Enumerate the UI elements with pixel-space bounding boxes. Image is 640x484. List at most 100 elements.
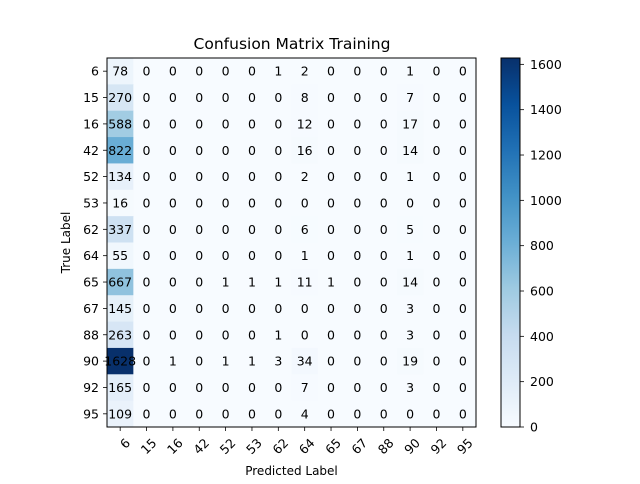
cell-value-label: 0 [222,143,230,158]
cell-value-label: 0 [353,380,361,395]
cell-value-label: 0 [248,327,256,342]
heatmap-cell [291,400,319,428]
heatmap-cell [370,268,398,296]
cell-value-label: 1 [222,275,230,290]
heatmap-cell [370,137,398,164]
heatmap-cell [238,137,266,164]
cell-value-label: 2 [301,169,309,184]
cell-value-label: 0 [353,116,361,131]
heatmap-cell [344,295,372,323]
cell-value-label: 0 [222,222,230,237]
cell-value-label: 0 [406,195,414,210]
cell-value-label: 0 [327,90,335,105]
cell-value-label: 0 [222,248,230,263]
heatmap-cell [344,374,372,402]
cell-value-label: 0 [169,116,177,131]
heatmap-cell [396,321,424,349]
cell-value-label: 0 [222,327,230,342]
heatmap-cell [265,216,292,243]
heatmap-cell [396,347,424,375]
heatmap-cell [423,295,451,323]
heatmap-cell [449,347,477,375]
heatmap-cell [212,110,240,138]
heatmap-cell [186,400,213,428]
cell-value-label: 0 [169,327,177,342]
cell-value-label: 1 [248,354,256,369]
heatmap-cell [423,137,451,164]
cell-value-label: 134 [108,169,132,184]
y-tick-label: 16 [83,116,99,131]
heatmap-cell [317,84,345,112]
y-tick-label: 64 [83,248,99,263]
cell-value-label: 0 [169,90,177,105]
cell-value-label: 0 [301,327,309,342]
heatmap-cell [186,84,213,112]
heatmap-cell [265,84,292,112]
heatmap-cell [344,216,372,243]
heatmap-cell [317,110,345,138]
cell-value-label: 0 [459,169,467,184]
cell-value-label: 0 [195,195,203,210]
colorbar-tick-label: 600 [530,284,554,299]
heatmap-cell [238,163,266,191]
cell-value-label: 0 [459,354,467,369]
cell-value-label: 165 [108,380,132,395]
heatmap-cell [133,58,161,85]
heatmap-cell [370,321,398,349]
heatmap-cell [107,163,134,191]
cell-value-label: 1 [406,64,414,79]
cell-value-label: 0 [327,327,335,342]
heatmap-cell [265,242,292,270]
cell-value-label: 0 [222,380,230,395]
heatmap-cell [212,374,240,402]
heatmap-cell [159,242,187,270]
cell-value-label: 0 [380,275,388,290]
heatmap-cell [449,242,477,270]
cell-value-label: 0 [432,195,440,210]
cell-value-label: 0 [195,116,203,131]
y-tick-label: 6 [91,64,99,79]
heatmap-cell [344,84,372,112]
heatmap-cell [265,321,292,349]
heatmap-cell [238,321,266,349]
heatmap-cell [186,110,213,138]
heatmap-cell [186,321,213,349]
heatmap-cell [107,84,134,112]
heatmap-cell [212,58,240,85]
heatmap-cell [370,163,398,191]
heatmap-cell [396,216,424,243]
cell-value-label: 0 [195,169,203,184]
heatmap-cell [133,400,161,428]
cell-value-label: 0 [327,380,335,395]
x-tick-label: 65 [322,435,344,457]
heatmap-cell [317,400,345,428]
cell-value-label: 0 [248,169,256,184]
cell-value-label: 0 [248,301,256,316]
y-tick-label: 92 [83,380,99,395]
cell-value-label: 0 [143,354,151,369]
heatmap-cell [317,58,345,85]
heatmap-cell [449,268,477,296]
cell-value-label: 19 [402,354,418,369]
cell-value-label: 1 [169,354,177,369]
heatmap-cell [212,400,240,428]
heatmap-cell [133,137,161,164]
heatmap-cell [265,268,292,296]
colorbar-tick-label: 1200 [530,148,562,163]
x-tick-label: 53 [243,435,265,457]
y-tick-label: 90 [83,354,99,369]
heatmap-cell [449,84,477,112]
cell-value-label: 0 [432,301,440,316]
cell-value-label: 16 [297,143,313,158]
heatmap-cell [423,400,451,428]
cell-value-label: 0 [353,354,361,369]
cell-value-label: 0 [195,327,203,342]
x-tick-label: 15 [138,435,160,457]
heatmap-cell [317,295,345,323]
heatmap-cell [449,58,477,85]
cell-value-label: 17 [402,116,418,131]
cell-value-label: 0 [195,380,203,395]
heatmap-cell [159,163,187,191]
cell-value-label: 0 [143,90,151,105]
